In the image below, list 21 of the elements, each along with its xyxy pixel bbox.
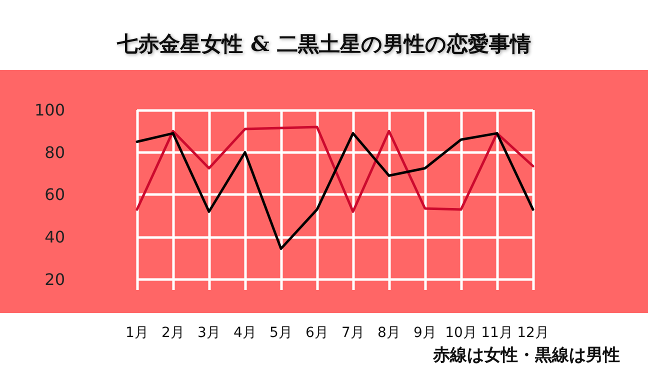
y-tick-label: 80 xyxy=(44,142,65,162)
x-tick-label: 5月 xyxy=(270,325,292,341)
x-tick-label: 9月 xyxy=(414,325,436,341)
chart-title: 七赤金星女性 & 二黒土星の男性の恋愛事情 xyxy=(116,31,531,56)
x-tick-label: 11月 xyxy=(481,325,513,341)
line-series xyxy=(136,126,534,213)
y-tick-label: 20 xyxy=(44,270,65,289)
x-tick-label: 8月 xyxy=(378,325,400,341)
x-tick-label: 3月 xyxy=(198,325,220,341)
x-tick-label: 1月 xyxy=(126,325,148,341)
line-series xyxy=(136,132,534,250)
x-tick-label: 4月 xyxy=(234,325,256,341)
x-tick-label: 2月 xyxy=(162,325,184,341)
x-tick-label: 6月 xyxy=(306,325,328,341)
x-tick-label: 10月 xyxy=(445,325,477,341)
text: 赤線は女性・黒線は男性 xyxy=(432,346,620,366)
y-tick-label: 40 xyxy=(44,228,65,247)
y-tick-label: 100 xyxy=(34,100,65,120)
x-tick-label: 7月 xyxy=(342,325,364,341)
x-tick-label: 12月 xyxy=(517,325,549,341)
y-tick-label: 60 xyxy=(44,185,65,204)
